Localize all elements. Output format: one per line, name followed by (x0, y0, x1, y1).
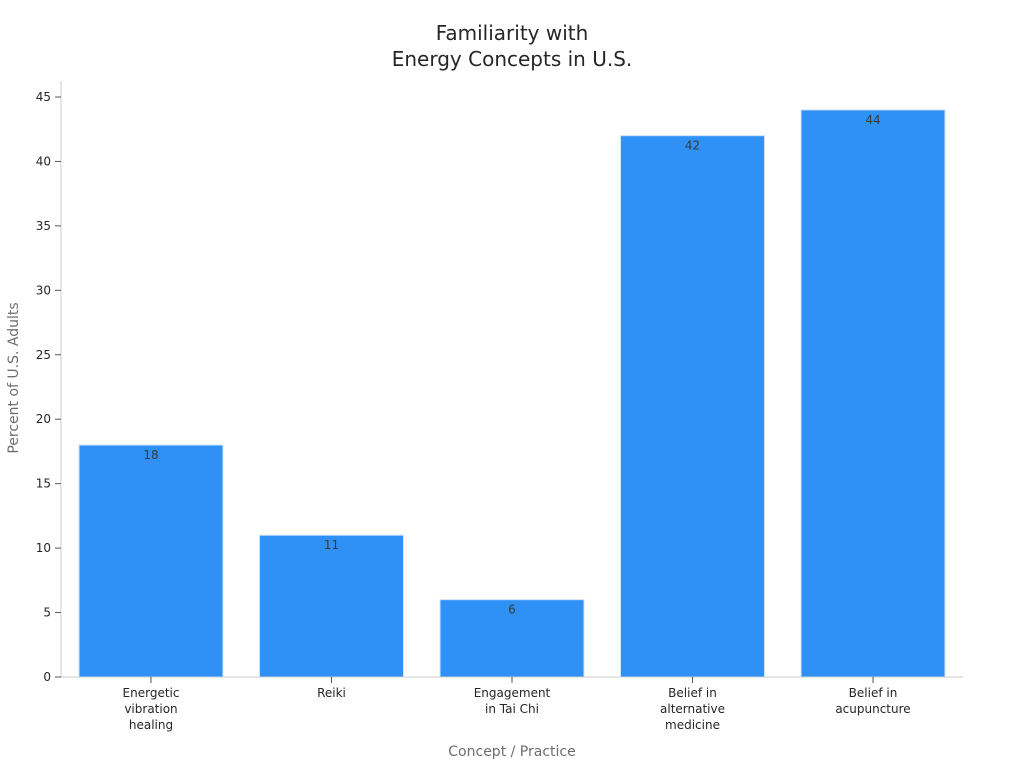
y-tick-label: 25 (36, 348, 51, 362)
y-tick-label: 35 (36, 219, 51, 233)
y-axis: 0 5 10 15 20 25 30 35 40 45 (36, 81, 62, 684)
x-tick-label: in Tai Chi (485, 702, 539, 716)
chart-title-line-2: Energy Concepts in U.S. (392, 47, 633, 71)
data-label: 42 (685, 139, 700, 153)
x-axis: Energetic vibration healing Reiki Engagement… (61, 676, 963, 732)
bar (78, 444, 224, 678)
data-label: 18 (143, 448, 158, 462)
x-tick-label: medicine (665, 718, 720, 732)
data-label: 44 (865, 113, 880, 127)
y-tick-label: 30 (36, 283, 51, 297)
bar (800, 109, 946, 678)
y-tick-label: 5 (43, 606, 51, 620)
data-label: 11 (324, 538, 339, 552)
x-tick-label: healing (129, 718, 173, 732)
bar (259, 534, 404, 678)
y-tick-label: 45 (36, 90, 51, 104)
x-tick-label: Belief in (668, 686, 717, 700)
bars-group: 18 11 6 42 44 (78, 109, 946, 678)
y-tick-label: 15 (36, 477, 51, 491)
x-tick-label: alternative (660, 702, 725, 716)
x-axis-title: Concept / Practice (448, 744, 575, 760)
x-tick-label: Energetic (123, 686, 180, 700)
data-label: 6 (508, 603, 516, 617)
x-tick-label: vibration (124, 702, 177, 716)
x-tick-label: Belief in (849, 686, 898, 700)
x-tick-label: Engagement (474, 686, 551, 700)
y-axis-title: Percent of U.S. Adults (6, 302, 22, 453)
y-tick-label: 20 (36, 412, 51, 426)
y-tick-label: 10 (36, 541, 51, 555)
bar (620, 135, 765, 678)
x-tick-label: Reiki (317, 686, 346, 700)
y-tick-label: 40 (36, 154, 51, 168)
y-tick-label: 0 (43, 670, 51, 684)
bar (439, 599, 585, 678)
chart-title-line-1: Familiarity with (436, 21, 589, 45)
x-tick-label: acupuncture (835, 702, 910, 716)
